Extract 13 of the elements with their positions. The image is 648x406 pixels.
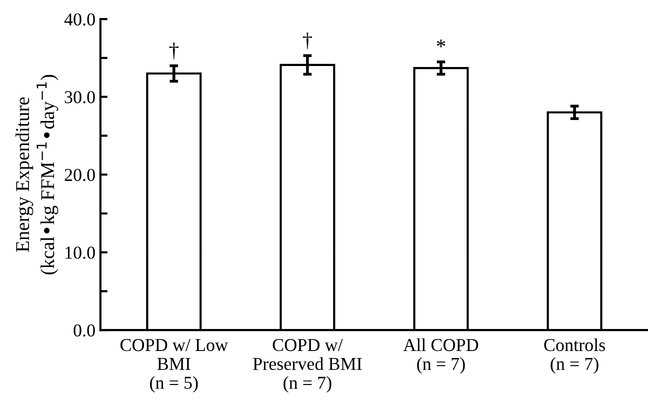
x-tick-label: Controls (n = 7) [544,338,605,374]
annotation: † [302,32,312,50]
annotation: † [169,42,178,60]
y-tick-label: 40.0 [64,13,95,26]
x-tick-label: COPD w/ Low BMI (n = 5) [120,338,228,393]
x-tick-label: COPD w/ Preserved BMI (n = 7) [253,338,362,393]
y-tick-label: 10.0 [66,246,95,259]
y-tick-label: 0.0 [74,324,95,337]
y-tick-label: 30.0 [64,91,95,104]
y-axis-title: Energy Expenditure (kcal•kg FFM$^{−1}$•day$^{−1}$) [15,74,58,274]
x-tick-label: All COPD (n = 7) [403,338,478,374]
annotation: * [436,40,446,48]
y-tick-label: 20.0 [64,168,95,182]
